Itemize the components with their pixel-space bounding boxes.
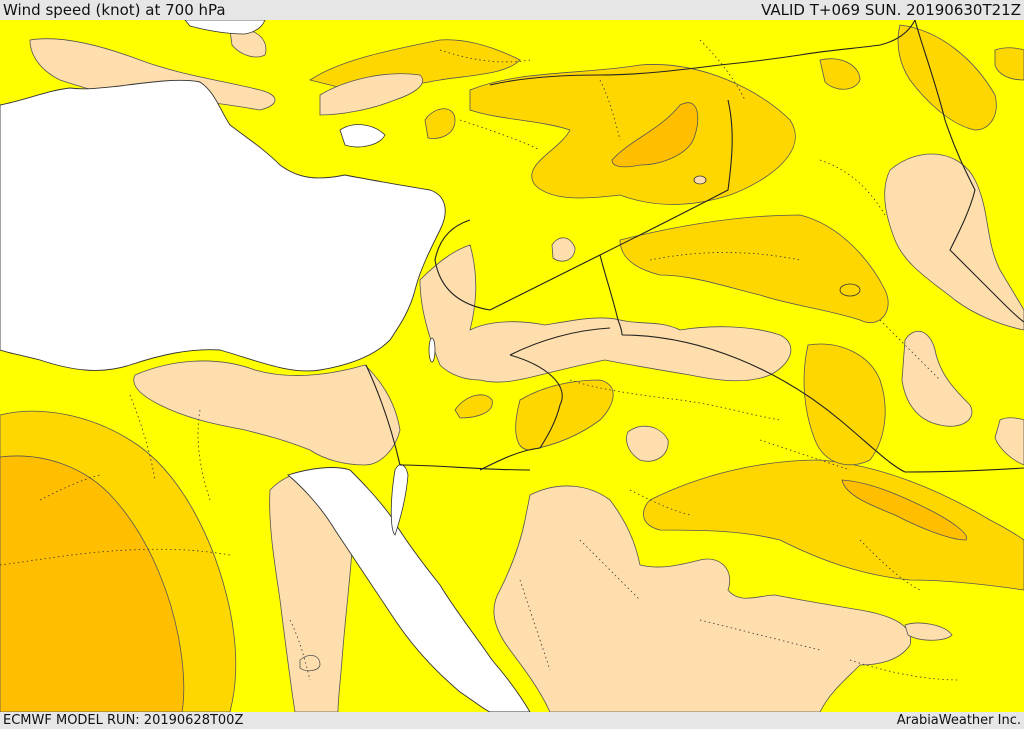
sea-red-sea [287,467,531,712]
credit: ArabiaWeather Inc. [896,713,1021,728]
map-footer: ECMWF MODEL RUN: 20190628T00Z ArabiaWeat… [0,712,1024,729]
band-low-patch-small-c [299,655,321,672]
map-canvas [0,20,1024,712]
band-high-jordan [515,379,614,451]
band-low-patch-small-b [904,622,953,641]
wind-speed-map[interactable] [0,20,1024,712]
country-borders [365,20,1024,473]
band-high-north-a [469,64,796,205]
band-low-north-strip [319,73,423,116]
band-low-east-b [994,417,1024,466]
sea-mediterranean [0,79,446,372]
map-title: Wind speed (knot) at 700 hPa [3,1,226,19]
band-low-levant [419,244,792,383]
sea-black-sea-edge [184,20,266,35]
band-higher-southwest [0,455,185,712]
band-low-east-a [901,330,973,427]
band-high-patch-c [819,58,861,90]
band-low-turkey-coast [29,38,276,111]
band-high-northeast [897,24,997,131]
map-header: Wind speed (knot) at 700 hPa VALID T+069… [0,0,1024,20]
band-high-northeast-b [994,47,1024,81]
band-high-patch-b [424,108,456,139]
lake-dead-sea [428,337,436,363]
band-higher-north-a [611,102,699,168]
band-low-patch-iraq [626,425,669,462]
band-high-east-column [803,343,886,466]
band-higher-southeast [841,479,968,541]
band-low-arabia [493,485,911,712]
lake-north [693,175,707,185]
valid-time: VALID T+069 SUN. 20190630T21Z [761,1,1021,19]
band-high-central [619,214,889,323]
band-low-patch-small-a [551,237,576,262]
model-run: ECMWF MODEL RUN: 20190628T00Z [3,713,244,728]
band-high-patch-a [454,394,493,419]
province-lines [0,39,961,681]
lake-east [839,283,861,297]
sea-cyprus-gulf [339,124,386,148]
band-low-egypt [133,360,401,466]
